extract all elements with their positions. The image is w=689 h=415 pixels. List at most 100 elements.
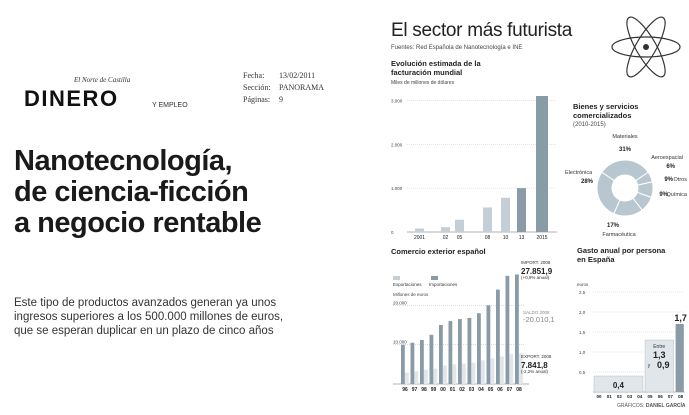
donut-value-label: 9% [664,177,673,183]
bar-import [439,325,443,384]
donut-category-label: Materiales [612,134,638,140]
x-tick-label: 96 [402,387,408,393]
chart1-title: Evolución estimada de la facturación mun… [391,59,481,77]
bar-import [496,289,500,384]
x-tick-label: 03 [627,394,633,399]
x-tick-label: 13 [519,235,525,241]
lead-paragraph: Este tipo de productos avanzados generan… [14,296,354,338]
y-tick-label: 2,0 [579,310,586,315]
bar-value-label: 1,3 [653,350,666,360]
x-tick-label: 2001 [414,235,425,241]
x-tick-label: 2015 [536,235,547,241]
bar-facturacion [517,188,526,232]
bar-gasto-08 [675,324,684,392]
graphics-credit: GRÁFICOS: DANIEL GARCÍA [617,403,686,409]
bar-export [433,368,438,384]
bar-export [414,371,419,384]
x-tick-label: 98 [421,387,427,393]
bar-export [481,360,485,384]
donut-value-label: 31% [619,147,632,153]
annotation-label: EXPORT. 2008 [521,354,552,359]
chart2-subtitle: (2010-2015) [573,122,606,128]
y-tick-label: 10.000 [393,340,407,345]
annotation-value: 27.851,9 [521,267,553,276]
annotation-label: SALDO 2008 [523,310,550,315]
x-tick-label: 04 [478,387,484,393]
legend-swatch-import [431,276,438,280]
annotation-value: -20.010,1 [523,315,555,324]
bar-export [519,353,523,384]
chart-bienes-donut: Materiales31%Aeroespacial6%Otros9%Químic… [565,134,688,238]
x-tick-label: 08 [485,235,491,241]
legend-label-import: Importaciones [429,282,458,287]
bar-facturacion [441,227,450,232]
headline-line: de ciencia-ficción [14,176,249,208]
x-tick-label: 05 [457,235,463,241]
legend-label-export: Exportaciones [393,282,422,287]
clipping-metadata: Fecha: 13/02/2011 Sección: PANORAMA Página… [243,70,324,106]
bar-facturacion [455,219,464,232]
y-tick-label: 20.000 [393,300,407,305]
x-tick-label: 01 [607,394,613,399]
bar-range-label: Entre [653,344,665,350]
donut-category-label: Farmacéutica [602,232,636,238]
donut-value-label: 17% [607,223,620,229]
chart3-title: Comercio exterior español [391,247,486,256]
x-tick-label: 00 [440,387,446,393]
y-tick-label: 0 [391,230,394,235]
x-tick-label: 06 [658,394,664,399]
headline-line: a negocio rentable [14,207,262,239]
atom-icon [611,16,681,78]
x-tick-label: 10 [503,235,509,241]
annotation-note: (+0,9% anual) [521,275,550,280]
bar-export [462,363,466,384]
x-tick-label: 07 [507,387,513,393]
meta-section: Sección: PANORAMA [243,83,325,92]
x-tick-label: 08 [516,387,522,393]
bar-value-label: 1,7 [674,313,687,323]
bar-import [429,334,434,384]
x-tick-label: 02 [459,387,465,393]
masthead: El Norte de Castilla DINERO Y EMPLEO [24,72,224,122]
lead-line: Este tipo de productos avanzados generan… [14,297,277,309]
bar-import [467,317,472,384]
bar-value-label: 0,9 [657,360,670,370]
donut-category-label: Aeroespacial [651,155,683,161]
y-tick-label: 0,5 [579,370,586,375]
x-tick-label: 08 [678,394,684,399]
y-tick-label: 1,0 [579,350,586,355]
lead-line: ingresos superiores a los 500.000 millon… [14,311,284,323]
infographic-source: Fuentes: Red Española de Nanotecnología … [391,45,523,51]
headline: Nanotecnología, de ciencia-ficción a neg… [14,146,334,239]
headline-line: Nanotecnología, [14,145,233,177]
y-tick-label: 1.000 [391,186,403,191]
x-tick-label: 00 [596,394,602,399]
annotation-note: (-2,2% anual) [521,369,549,374]
x-tick-label: 02 [617,394,623,399]
bar-facturacion [483,207,492,232]
bar-export [509,354,514,384]
x-tick-label: 05 [488,387,494,393]
infographic: El sector más futurista Fuentes: Red Esp… [389,12,689,415]
x-tick-label: 03 [469,387,475,393]
bar-import [486,305,491,384]
y-axis-label: euros [577,282,589,287]
bar-import [420,339,424,384]
bar-import [458,319,462,384]
publisher-name: El Norte de Castilla [74,76,131,84]
y-tick-label: 2.000 [391,142,403,147]
bar-gasto-0004 [593,375,644,393]
bar-import [401,344,405,384]
chart-facturacion: 3.000 2.000 1.000 0 2001 02 05 08 10 13 2015 [391,96,557,241]
bar-export [443,365,447,384]
donut-category-label: Química [667,192,688,198]
infographic-title: El sector más futurista [391,20,573,41]
bar-export [405,372,409,384]
donut-value-label: 6% [666,164,675,170]
bar-gasto-0507 [644,339,674,393]
y-tick-label: 1,5 [579,330,586,335]
bar-export [424,369,428,384]
y-axis-label: Millones de euros [393,292,429,297]
chart2-title: Bienes y servicios comercializados [573,102,639,120]
